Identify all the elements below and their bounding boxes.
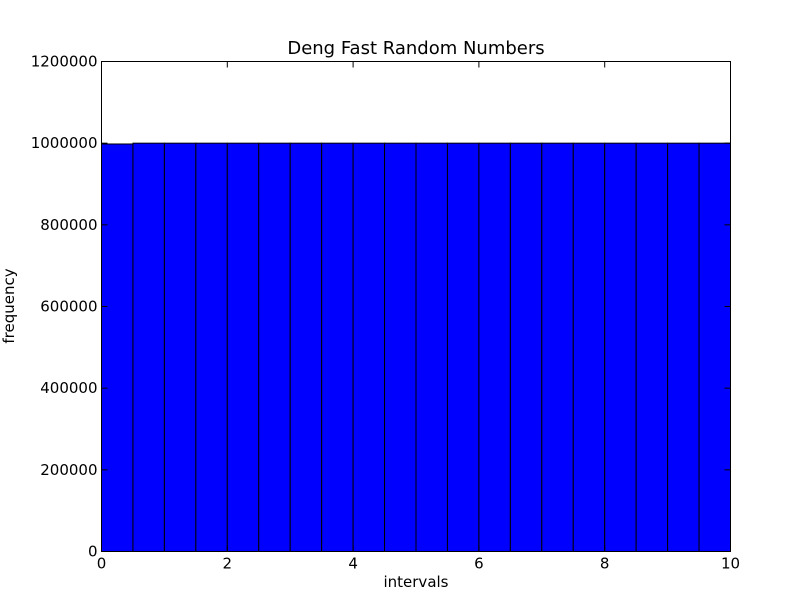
y-tick-label: 400000	[40, 379, 97, 397]
histogram-bar	[667, 142, 700, 553]
x-tick-label: 4	[348, 555, 358, 573]
histogram-bar	[226, 142, 260, 553]
x-tick-label: 10	[721, 555, 740, 573]
histogram-bar	[509, 142, 543, 553]
x-tick-label: 6	[474, 555, 484, 573]
y-tick-label: 1200000	[31, 53, 98, 71]
histogram-bar	[195, 142, 228, 553]
y-axis-ticks: 0 200000 400000 600000 800000 1000000 1200000	[31, 53, 731, 561]
y-axis-label: frequency	[0, 268, 18, 343]
y-tick-label: 200000	[40, 461, 97, 479]
y-tick-label: 1000000	[31, 134, 98, 152]
histogram-bar	[384, 142, 417, 553]
y-tick-label: 800000	[40, 216, 97, 234]
bars-group	[101, 142, 731, 553]
y-tick-label: 600000	[40, 298, 97, 316]
histogram-bar	[101, 143, 134, 552]
histogram-bar	[163, 142, 197, 553]
chart-title: Deng Fast Random Numbers	[287, 38, 544, 59]
plot-frame	[101, 61, 731, 552]
histogram-bar	[572, 142, 606, 553]
histogram-bar	[604, 142, 637, 553]
y-tick-label: 0	[88, 543, 98, 561]
x-tick-label: 2	[223, 555, 233, 573]
x-tick-label: 8	[600, 555, 610, 573]
histogram-bar	[635, 142, 669, 553]
x-tick-label: 0	[97, 555, 107, 573]
histogram-bar	[446, 142, 480, 553]
histogram-bar	[478, 142, 511, 553]
histogram-bar	[289, 142, 323, 553]
histogram-bar	[541, 142, 574, 553]
x-axis-label: intervals	[383, 573, 448, 591]
histogram-bar	[132, 142, 165, 553]
histogram-bar	[352, 142, 386, 553]
histogram-bar	[258, 142, 291, 553]
histogram-bar	[321, 142, 354, 553]
histogram-bar	[698, 142, 731, 553]
histogram-bar	[415, 142, 448, 553]
